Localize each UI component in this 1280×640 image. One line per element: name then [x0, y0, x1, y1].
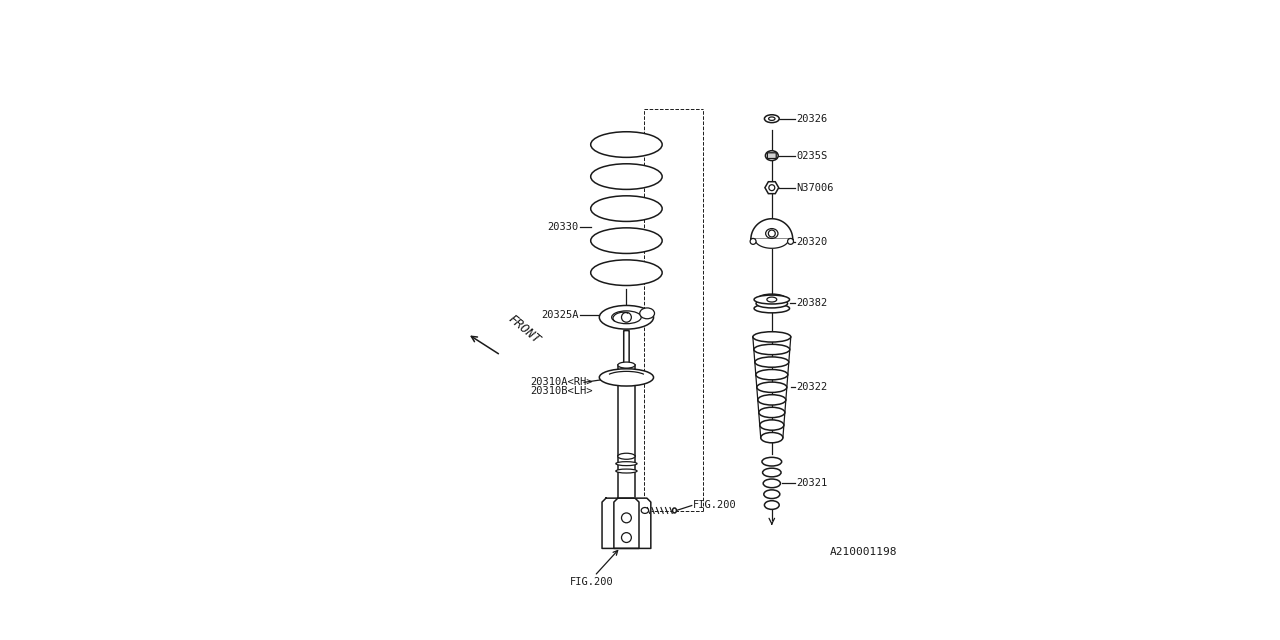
- Text: FIG.200: FIG.200: [694, 500, 737, 509]
- Text: FRONT: FRONT: [506, 313, 543, 347]
- Ellipse shape: [640, 308, 654, 319]
- Ellipse shape: [754, 344, 790, 355]
- Ellipse shape: [590, 260, 662, 285]
- Text: 20320: 20320: [796, 237, 828, 247]
- Ellipse shape: [763, 479, 781, 488]
- Ellipse shape: [618, 362, 635, 368]
- Text: FIG.200: FIG.200: [570, 577, 614, 587]
- Ellipse shape: [754, 295, 790, 304]
- Ellipse shape: [767, 297, 777, 302]
- Polygon shape: [602, 498, 639, 548]
- Circle shape: [750, 239, 756, 244]
- Text: 0235S: 0235S: [796, 150, 828, 161]
- Ellipse shape: [590, 132, 662, 157]
- Ellipse shape: [765, 228, 778, 239]
- Text: A210001198: A210001198: [829, 547, 897, 557]
- Ellipse shape: [758, 395, 786, 405]
- Ellipse shape: [760, 433, 783, 443]
- Text: N37006: N37006: [796, 182, 835, 193]
- Text: 20322: 20322: [796, 382, 828, 392]
- Circle shape: [787, 239, 794, 244]
- Ellipse shape: [599, 305, 654, 329]
- Text: 20325A: 20325A: [541, 310, 579, 320]
- Ellipse shape: [599, 369, 654, 386]
- Text: 20310B<LH>: 20310B<LH>: [530, 386, 593, 396]
- Ellipse shape: [755, 357, 788, 367]
- Ellipse shape: [754, 304, 790, 313]
- Ellipse shape: [672, 508, 676, 513]
- Ellipse shape: [768, 153, 776, 158]
- Text: 20382: 20382: [796, 298, 828, 308]
- Ellipse shape: [764, 490, 780, 499]
- Ellipse shape: [759, 407, 785, 418]
- Ellipse shape: [762, 458, 782, 466]
- Ellipse shape: [765, 150, 778, 161]
- Ellipse shape: [753, 332, 791, 342]
- Ellipse shape: [755, 369, 787, 380]
- Text: 20310A<RH>: 20310A<RH>: [530, 378, 593, 387]
- FancyBboxPatch shape: [623, 331, 630, 365]
- Circle shape: [622, 532, 631, 543]
- Ellipse shape: [641, 508, 649, 513]
- FancyBboxPatch shape: [768, 153, 776, 159]
- Ellipse shape: [756, 382, 787, 392]
- Ellipse shape: [756, 299, 787, 308]
- Polygon shape: [614, 498, 650, 548]
- Ellipse shape: [590, 228, 662, 253]
- Ellipse shape: [618, 453, 635, 460]
- Ellipse shape: [590, 196, 662, 221]
- Ellipse shape: [763, 468, 781, 477]
- Polygon shape: [755, 239, 788, 248]
- Polygon shape: [751, 219, 792, 239]
- Text: 20321: 20321: [796, 478, 828, 488]
- Ellipse shape: [758, 294, 786, 303]
- Ellipse shape: [760, 420, 783, 430]
- Ellipse shape: [616, 469, 637, 473]
- Ellipse shape: [764, 115, 780, 123]
- Text: 20326: 20326: [796, 114, 828, 124]
- Circle shape: [622, 513, 631, 523]
- Ellipse shape: [616, 461, 637, 466]
- Text: 20330: 20330: [548, 222, 579, 232]
- Ellipse shape: [764, 500, 780, 509]
- Ellipse shape: [590, 164, 662, 189]
